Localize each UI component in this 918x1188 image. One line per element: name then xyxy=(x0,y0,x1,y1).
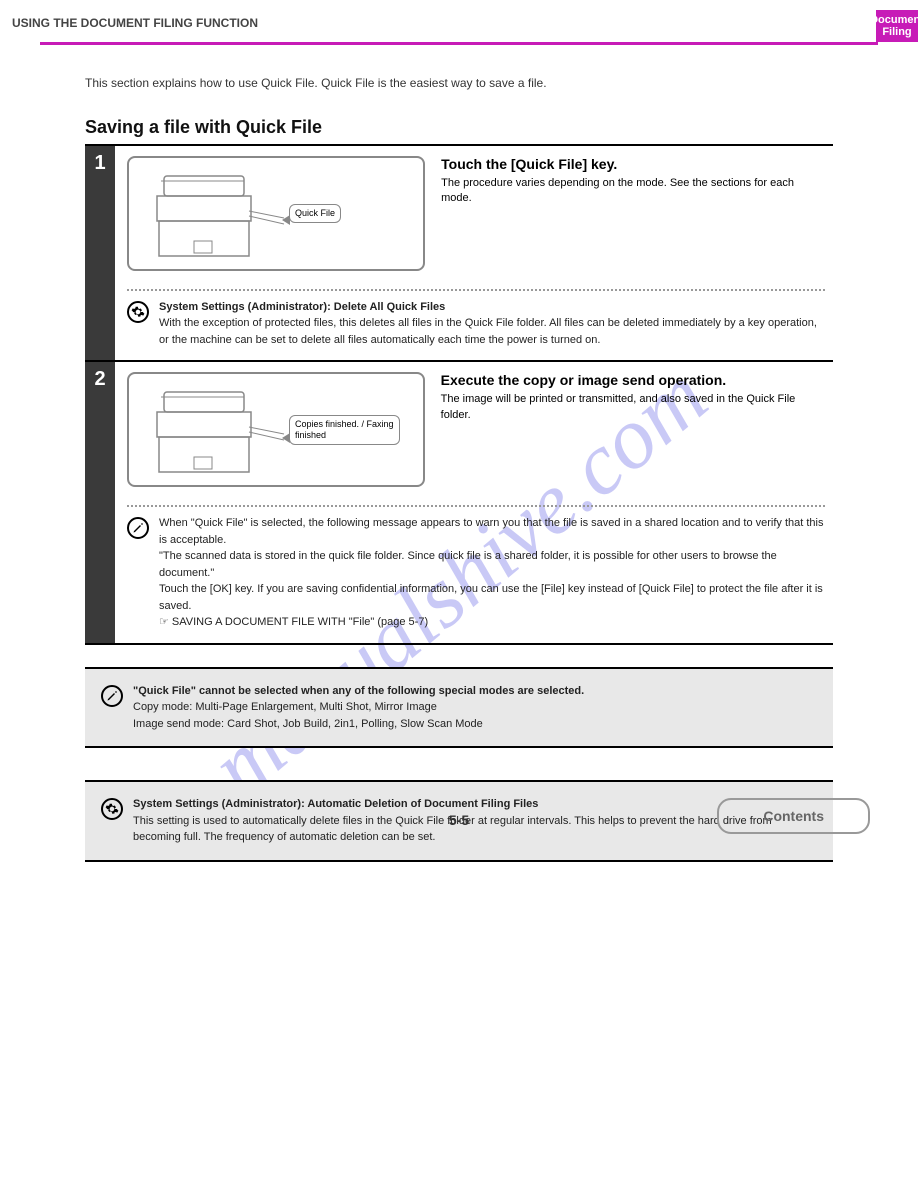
page-number: 5-5 xyxy=(449,812,469,828)
step-2-note: When "Quick File" is selected, the follo… xyxy=(159,515,825,631)
step-2-note-1: When "Quick File" is selected, the follo… xyxy=(159,517,824,546)
step-1-title: Touch the [Quick File] key. xyxy=(441,156,825,172)
bubble-line1: Copies finished. / Faxing xyxy=(295,419,394,429)
step-1-settings-text: With the exception of protected files, t… xyxy=(159,317,817,346)
pencil-icon xyxy=(101,685,123,707)
step-2-title: Execute the copy or image send operation… xyxy=(441,372,825,388)
step-1-desc: The procedure varies depending on the mo… xyxy=(441,176,825,207)
section-heading: Saving a file with Quick File xyxy=(85,117,833,138)
step-1-figure: Quick File xyxy=(127,156,425,271)
quickfile-note: "Quick File" cannot be selected when any… xyxy=(85,667,833,749)
quickfile-note-line2: Image send mode: Card Shot, Job Build, 2… xyxy=(133,718,483,730)
bubble-line2: finished xyxy=(295,430,326,440)
step-2-note-page: (page 5-7) xyxy=(377,616,428,628)
step-1: 1 Quick File xyxy=(85,144,833,361)
autodelete-note-title: System Settings (Administrator): Automat… xyxy=(133,798,538,810)
quickfile-note-title: "Quick File" cannot be selected when any… xyxy=(133,685,584,697)
step-2-number: 2 xyxy=(85,362,115,643)
gear-icon xyxy=(127,301,149,323)
gear-icon xyxy=(101,798,123,820)
intro-text: This section explains how to use Quick F… xyxy=(85,75,833,92)
step-1-settings-label: System Settings (Administrator): Delete … xyxy=(159,301,445,313)
step-1-settings-note: System Settings (Administrator): Delete … xyxy=(159,299,825,349)
step-2-desc: The image will be printed or transmitted… xyxy=(441,392,825,423)
step-2-note-ref: SAVING A DOCUMENT FILE WITH "File" xyxy=(172,616,374,628)
step-2-speech-bubble: Copies finished. / Faxing finished xyxy=(289,415,400,445)
pencil-icon xyxy=(127,517,149,539)
divider xyxy=(127,289,825,291)
step-2-figure: Copies finished. / Faxing finished xyxy=(127,372,425,487)
contents-link[interactable]: Contents xyxy=(717,798,870,834)
section-badge: Document Filing xyxy=(876,10,918,42)
divider xyxy=(127,505,825,507)
step-1-speech-bubble: Quick File xyxy=(289,204,341,223)
printer-icon xyxy=(139,382,289,477)
step-1-number: 1 xyxy=(85,146,115,361)
step-2-note-2: "The scanned data is stored in the quick… xyxy=(159,550,777,579)
header-bar: USING THE DOCUMENT FILING FUNCTION Docum… xyxy=(0,0,918,42)
badge-line1: Document xyxy=(870,14,918,26)
step-2-note-3: Touch the [OK] key. If you are saving co… xyxy=(159,583,823,612)
rule xyxy=(85,643,833,645)
step-2: 2 Copies finish xyxy=(85,360,833,643)
printer-icon xyxy=(139,166,289,261)
header-title: USING THE DOCUMENT FILING FUNCTION xyxy=(0,10,876,42)
quickfile-note-line1: Copy mode: Multi-Page Enlargement, Multi… xyxy=(133,701,437,713)
badge-line2: Filing xyxy=(882,26,911,38)
